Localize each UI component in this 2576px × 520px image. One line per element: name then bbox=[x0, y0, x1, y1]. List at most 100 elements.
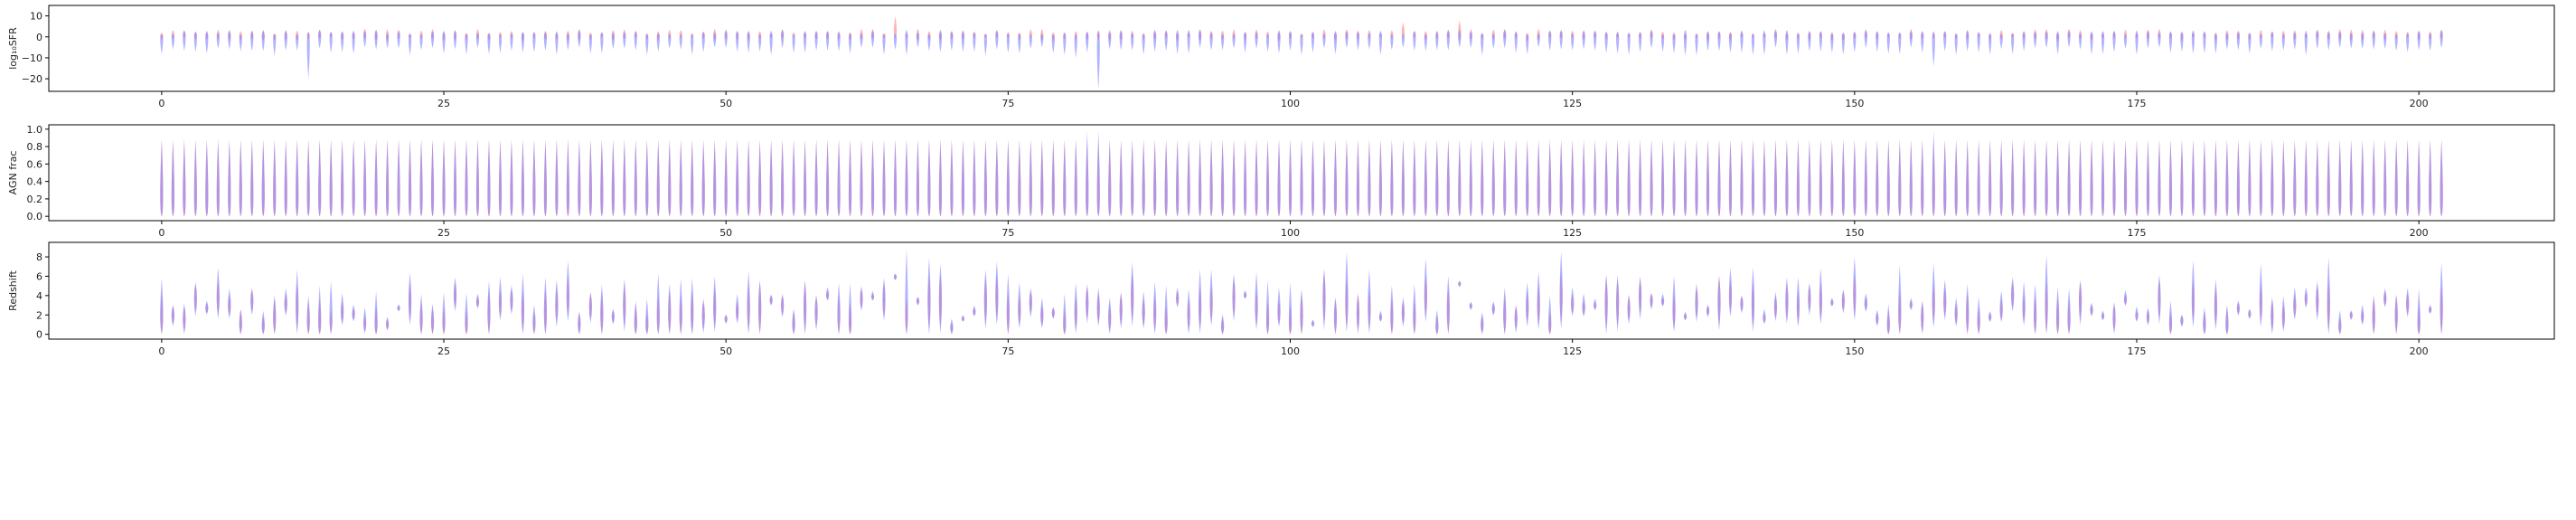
redshift-violin-blue-151 bbox=[1864, 293, 1867, 312]
agn-frac-violin-blue-90 bbox=[1176, 139, 1180, 217]
sfr-violin-blue-65 bbox=[893, 33, 898, 51]
redshift-violin-blue-33 bbox=[532, 305, 536, 335]
redshift-violin-blue-4 bbox=[205, 300, 209, 315]
sfr-violin-blue-60 bbox=[837, 32, 841, 52]
redshift-violin-blue-38 bbox=[588, 292, 592, 324]
redshift-violin-blue-139 bbox=[1728, 268, 1733, 317]
agn-frac-violin-blue-135 bbox=[1683, 139, 1688, 217]
sfr-violin-blue-161 bbox=[1977, 32, 1980, 53]
redshift-violin-blue-115 bbox=[1458, 280, 1462, 288]
sfr-violin-blue-68 bbox=[927, 33, 931, 52]
sfr-violin-blue-33 bbox=[532, 32, 536, 52]
sfr-violin-blue-76 bbox=[1018, 33, 1021, 54]
sfr-violin-blue-53 bbox=[758, 34, 762, 52]
redshift-x-tick-label: 125 bbox=[1563, 345, 1582, 357]
sfr-violin-blue-62 bbox=[860, 33, 863, 48]
agn-frac-violin-blue-112 bbox=[1424, 139, 1427, 217]
redshift-violin-blue-190 bbox=[2304, 287, 2308, 308]
sfr-x-ticks: 0 25 50 75 100 125 150 175 200 bbox=[158, 91, 2429, 109]
sfr-violin-blue-190 bbox=[2304, 30, 2308, 56]
redshift-violin-blue-187 bbox=[2270, 297, 2274, 335]
agn-frac-x-tick-label: 175 bbox=[2128, 227, 2147, 239]
redshift-violin-blue-89 bbox=[1164, 285, 1168, 335]
sfr-violin-blue-52 bbox=[747, 30, 750, 53]
redshift-violin-blue-44 bbox=[656, 273, 660, 335]
sfr-violin-blue-94 bbox=[1220, 34, 1225, 51]
agn-frac-violin-blue-180 bbox=[2191, 139, 2195, 217]
agn-frac-violin-blue-151 bbox=[1864, 139, 1867, 217]
redshift-violin-blue-180 bbox=[2191, 260, 2195, 327]
sfr-violin-blue-183 bbox=[2225, 33, 2229, 50]
sfr-violin-blue-25 bbox=[442, 31, 446, 54]
agn-frac-violin-blue-50 bbox=[724, 139, 728, 217]
agn-frac-violin-blue-168 bbox=[2055, 139, 2060, 217]
sfr-violin-blue-142 bbox=[1763, 30, 1766, 55]
sfr-violin-blue-50 bbox=[724, 30, 728, 49]
agn-frac-violin-blue-140 bbox=[1740, 139, 1744, 217]
sfr-violin-blue-97 bbox=[1255, 32, 1258, 49]
redshift-violin-blue-71 bbox=[961, 315, 965, 322]
sfr-violin-blue-104 bbox=[1333, 31, 1338, 54]
agn-frac-violin-blue-141 bbox=[1751, 139, 1755, 217]
sfr-violin-blue-41 bbox=[623, 32, 626, 49]
redshift-violin-blue-145 bbox=[1796, 277, 1800, 327]
redshift-violin-blue-131 bbox=[1638, 276, 1642, 320]
agn-frac-violin-blue-130 bbox=[1627, 139, 1631, 217]
redshift-violin-blue-157 bbox=[1932, 263, 1935, 328]
sfr-violin-blue-78 bbox=[1040, 33, 1044, 48]
agn-frac-violin-blue-139 bbox=[1728, 139, 1733, 217]
sfr-violin-blue-17 bbox=[352, 30, 355, 54]
agn-frac-x-tick-label: 50 bbox=[719, 227, 732, 239]
agn-frac-violin-blue-16 bbox=[341, 139, 344, 217]
agn-frac-violin-blue-146 bbox=[1808, 139, 1811, 217]
agn-frac-violin-blue-126 bbox=[1582, 139, 1585, 217]
agn-frac-violin-blue-98 bbox=[1265, 139, 1270, 217]
agn-frac-violin-blue-97 bbox=[1255, 139, 1258, 217]
agn-frac-violin-blue-156 bbox=[1921, 139, 1924, 217]
agn-frac-violin-blue-100 bbox=[1288, 139, 1293, 217]
redshift-violin-blue-51 bbox=[736, 294, 739, 324]
redshift-violin-blue-9 bbox=[261, 310, 265, 335]
redshift-violin-blue-75 bbox=[1006, 273, 1010, 335]
redshift-violin-blue-54 bbox=[769, 294, 773, 307]
agn-frac-violin-blue-186 bbox=[2259, 139, 2262, 217]
sfr-violin-blue-187 bbox=[2270, 31, 2274, 52]
agn-frac-violin-blue-20 bbox=[385, 139, 390, 217]
redshift-violin-blue-0 bbox=[160, 278, 164, 335]
redshift-violin-blue-162 bbox=[1988, 311, 1992, 323]
sfr-violin-blue-179 bbox=[2180, 32, 2184, 52]
agn-frac-violin-blue-37 bbox=[578, 139, 581, 217]
redshift-violin-blue-178 bbox=[2168, 300, 2173, 335]
sfr-violin-blue-151 bbox=[1864, 30, 1867, 49]
sfr-violin-blue-194 bbox=[2349, 33, 2353, 49]
agn-frac-violin-blue-17 bbox=[352, 139, 355, 217]
sfr-violin-blue-107 bbox=[1368, 33, 1371, 50]
sfr-violin-blue-55 bbox=[781, 30, 785, 49]
redshift-violin-blue-35 bbox=[555, 279, 559, 327]
sfr-violin-blue-172 bbox=[2101, 31, 2105, 54]
agn-frac-violin-blue-81 bbox=[1074, 139, 1077, 217]
agn-frac-violin-blue-63 bbox=[870, 139, 875, 217]
sfr-violin-blue-138 bbox=[1717, 31, 1721, 52]
redshift-violin-blue-182 bbox=[2214, 279, 2218, 330]
agn-frac-violin-blue-134 bbox=[1672, 139, 1676, 217]
redshift-violin-blue-25 bbox=[442, 292, 446, 335]
sfr-violin-blue-178 bbox=[2168, 31, 2173, 53]
sfr-violin-blue-163 bbox=[1999, 33, 2003, 50]
agn-frac-violin-blue-36 bbox=[566, 139, 569, 217]
sfr-violin-blue-137 bbox=[1706, 32, 1710, 52]
agn-frac-x-tick-label: 75 bbox=[1001, 227, 1014, 239]
redshift-violin-blue-189 bbox=[2293, 287, 2297, 320]
sfr-violin-blue-191 bbox=[2316, 29, 2319, 50]
redshift-violin-blue-103 bbox=[1322, 269, 1326, 331]
redshift-violin-blue-144 bbox=[1785, 277, 1789, 325]
agn-frac-violin-blue-183 bbox=[2225, 139, 2229, 217]
sfr-x-tick-label: 125 bbox=[1563, 98, 1582, 109]
redshift-violin-blue-12 bbox=[296, 269, 299, 335]
agn-frac-violin-blue-44 bbox=[656, 139, 660, 217]
redshift-violin-blue-200 bbox=[2417, 288, 2421, 335]
sfr-violin-blue-69 bbox=[938, 29, 943, 52]
redshift-violin-blue-22 bbox=[408, 272, 412, 326]
redshift-violin-blue-191 bbox=[2316, 280, 2319, 321]
redshift-violin-blue-28 bbox=[475, 293, 480, 309]
